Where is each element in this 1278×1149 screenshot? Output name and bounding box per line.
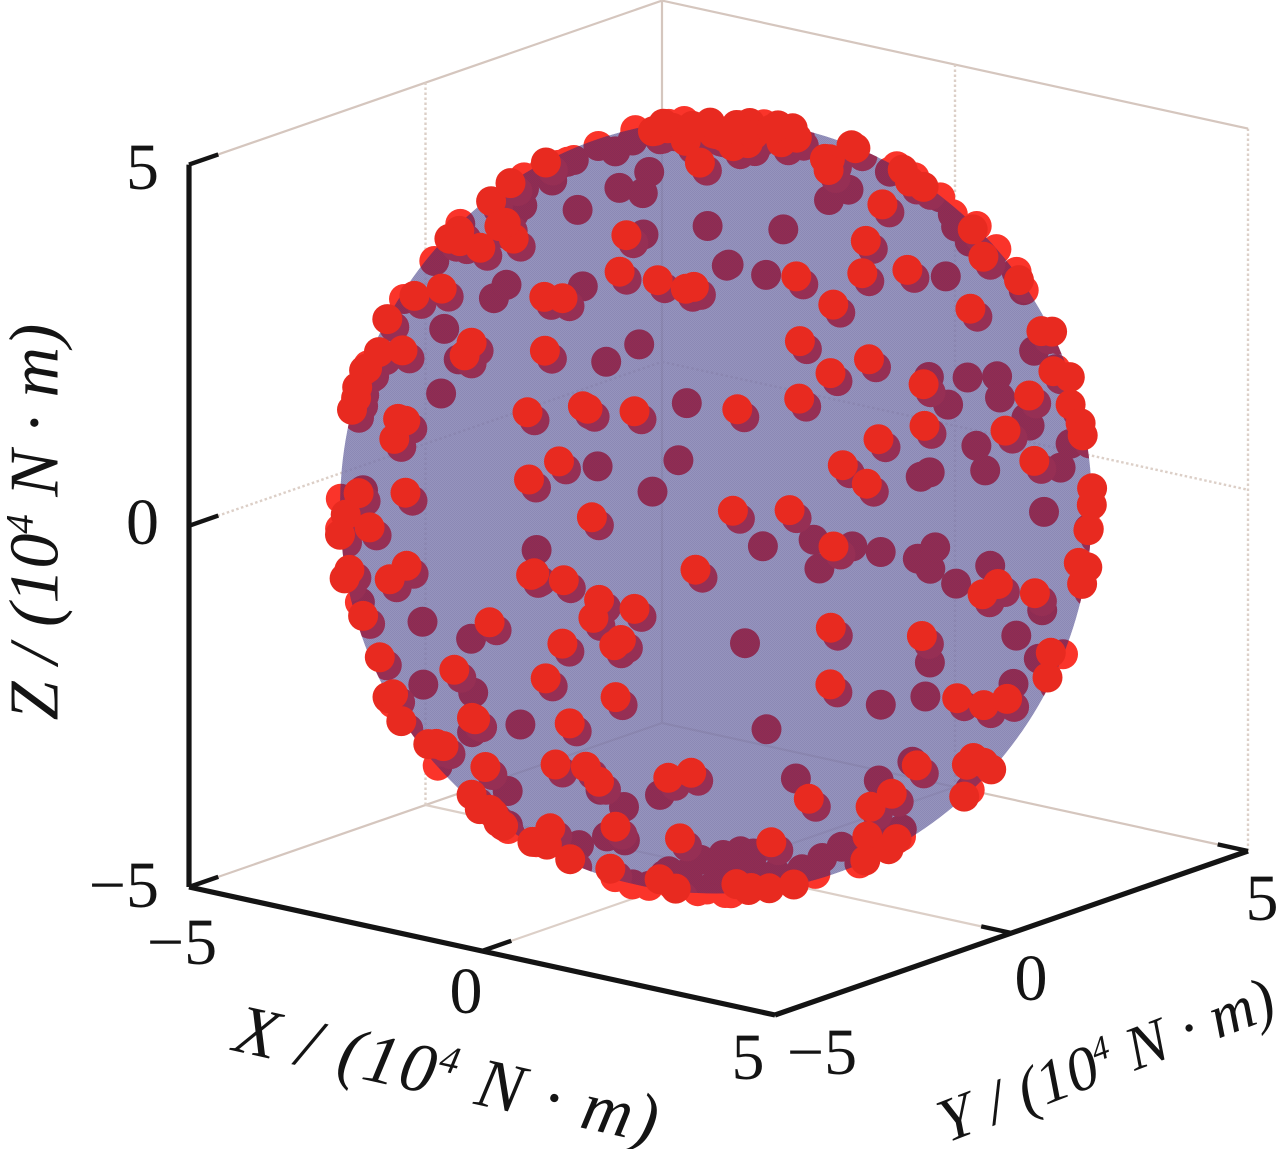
svg-text:0: 0 xyxy=(126,486,159,559)
svg-text:5: 5 xyxy=(732,1021,765,1094)
svg-text:5: 5 xyxy=(1246,862,1278,935)
svg-text:−5: −5 xyxy=(147,906,217,979)
svg-text:−5: −5 xyxy=(89,849,159,922)
svg-text:5: 5 xyxy=(126,131,159,204)
svg-text:−5: −5 xyxy=(787,1016,857,1089)
svg-text:0: 0 xyxy=(450,955,483,1028)
svg-text:0: 0 xyxy=(1015,942,1048,1015)
